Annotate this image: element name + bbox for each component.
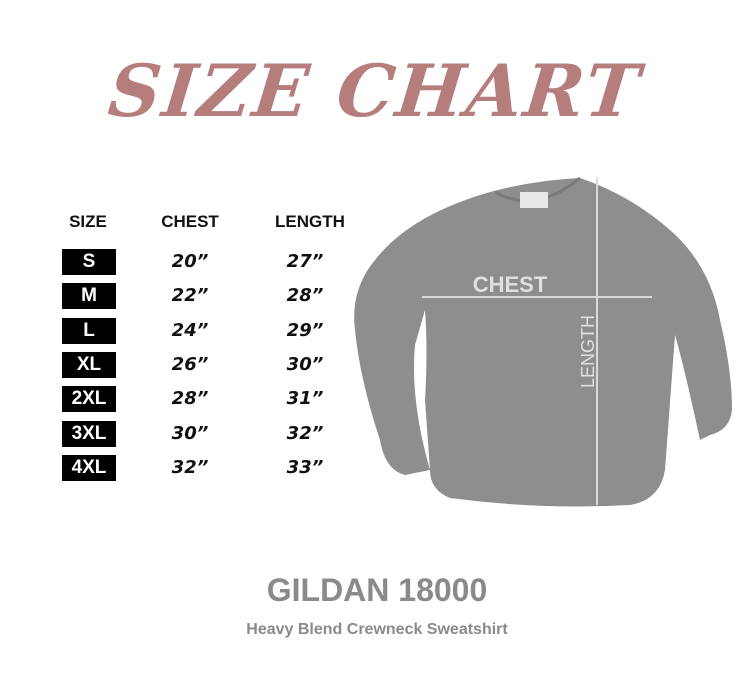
header-size: SIZE — [69, 212, 107, 231]
chest-value: 20” — [171, 251, 209, 272]
length-value: 27” — [286, 251, 324, 272]
size-badge: 2XL — [62, 386, 116, 413]
length-value: 31” — [286, 388, 324, 410]
chest-value: 28” — [171, 388, 209, 410]
sweatshirt-diagram: CHEST LENGTH — [354, 176, 732, 507]
length-value: 30” — [286, 353, 324, 375]
chest-value: 24” — [171, 319, 209, 341]
size-badge: L — [62, 317, 116, 344]
length-value: 28” — [286, 285, 324, 307]
header-length: LENGTH — [275, 212, 345, 231]
sweatshirt-image — [354, 178, 732, 507]
chest-value: 30” — [171, 422, 209, 444]
size-badge: 3XL — [62, 420, 116, 447]
length-value: 33” — [286, 456, 324, 478]
header-chest: CHEST — [161, 212, 219, 231]
size-badge: S — [62, 249, 116, 275]
size-badge: 4XL — [62, 454, 116, 481]
product-name: GILDAN 18000 — [266, 572, 488, 608]
size-badge: M — [62, 283, 116, 310]
chest-value: 32” — [171, 456, 209, 478]
size-badge: XL — [62, 351, 116, 378]
chest-value: 26” — [171, 353, 209, 375]
length-value: 29” — [286, 319, 324, 341]
chest-value: 22” — [171, 285, 209, 307]
length-value: 32” — [286, 422, 324, 444]
size-chart-title: SIZE CHART — [104, 48, 646, 133]
product-description: Heavy Blend Crewneck Sweatshirt — [246, 621, 508, 638]
chest-label: CHEST — [473, 272, 548, 297]
length-label: LENGTH — [578, 315, 598, 388]
